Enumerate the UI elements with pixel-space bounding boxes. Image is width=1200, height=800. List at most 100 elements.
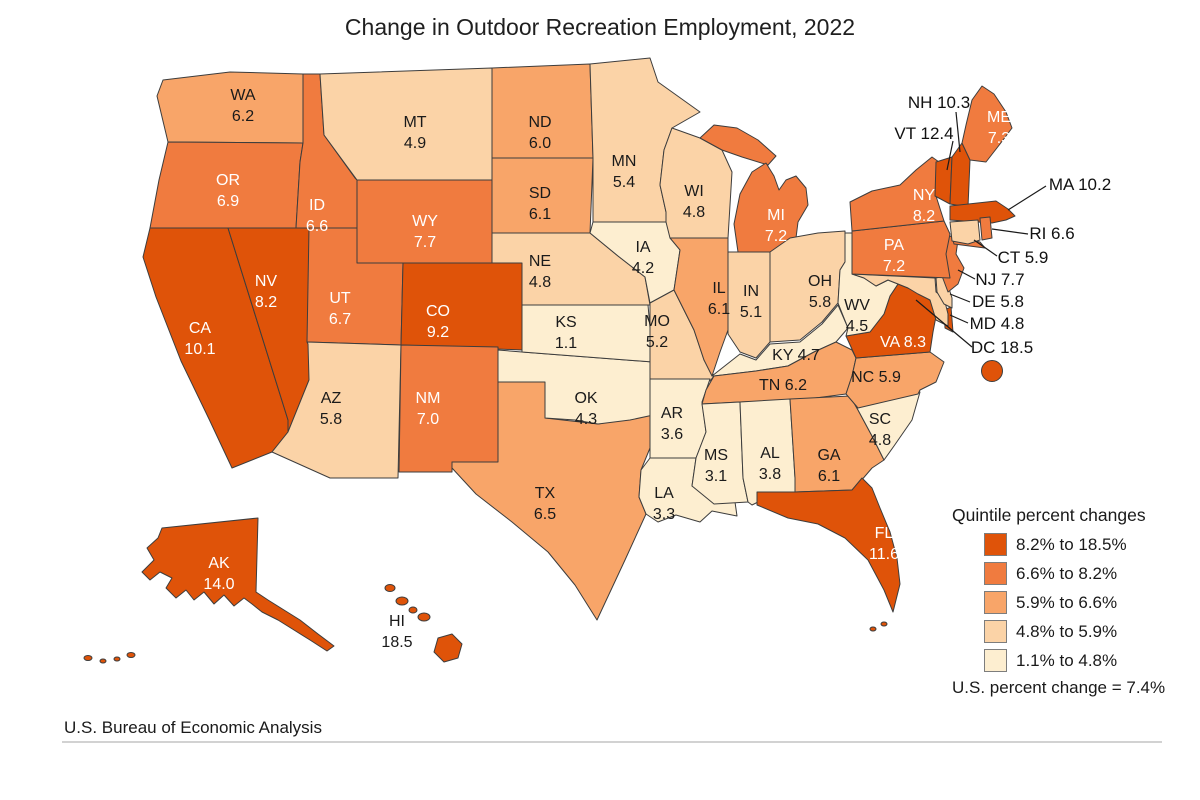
state-value-PA: 7.2 [883,258,905,275]
state-label-IA: IA [635,239,650,256]
state-value-TX: 6.5 [534,506,556,523]
callout-line-MA [1007,185,1047,211]
state-HI-oahu [395,596,409,606]
aleutian-islands-icon [83,655,93,661]
state-label-FL: FL [875,525,894,542]
state-label-HI: HI [389,613,405,630]
callout-label-DC: DC 18.5 [971,338,1033,357]
state-value-SD: 6.1 [529,206,551,223]
callout-label-NJ: NJ 7.7 [975,270,1024,289]
callout-line-CT [973,239,998,257]
state-value-NE: 4.8 [529,274,551,291]
state-label-LA: LA [654,485,674,502]
state-label-NY: NY [913,187,936,204]
state-value-IN: 5.1 [740,304,762,321]
state-HI-molokai [408,606,418,614]
state-label-AZ: AZ [321,390,342,407]
state-label-MO: MO [644,313,670,330]
state-value-AZ: 5.8 [320,411,342,428]
state-value-IA: 4.2 [632,260,654,277]
callout-label-RI: RI 6.6 [1029,224,1074,243]
state-CT [949,219,981,245]
state-label-CO: CO [426,303,450,320]
state-label-VA: VA 8.3 [880,334,926,351]
state-label-AK: AK [208,555,230,572]
state-label-IN: IN [743,283,759,300]
state-label-AR: AR [661,405,683,422]
callout-line-MD [949,314,969,324]
state-NM [398,344,499,473]
state-label-NE: NE [529,253,551,270]
state-value-LA: 3.3 [653,506,675,523]
legend-label-q3: 5.9% to 6.6% [1016,592,1118,612]
state-SC [849,391,921,461]
state-label-ID: ID [309,197,325,214]
legend-row: 4.8% to 5.9% [984,620,1182,643]
legend-label-q5: 1.1% to 4.8% [1016,650,1118,670]
state-value-MN: 5.4 [613,174,635,191]
callout-label-CT: CT 5.9 [998,248,1049,267]
state-value-ME: 7.3 [988,130,1010,147]
state-label-MI: MI [767,207,785,224]
state-label-MT: MT [403,114,426,131]
callout-label-MD: MD 4.8 [970,314,1025,333]
state-AK [141,517,335,652]
state-label-WY: WY [412,213,438,230]
state-label-CA: CA [189,320,212,337]
callout-label-MA: MA 10.2 [1049,175,1111,194]
state-MA [949,200,1016,224]
state-value-OH: 5.8 [809,294,831,311]
state-labels: WA 6.2 OR 6.9 CA 10.1 NV 8.2 ID 6.6 MT 4.9 WY 7.7 UT 6.… [184,87,1111,651]
callout-line-DE [949,293,971,303]
state-label-TN: TN 6.2 [759,377,807,394]
state-label-NM: NM [416,390,441,407]
legend-swatch-q2 [984,562,1007,585]
aleutian-islands-icon [113,656,121,662]
state-label-OK: OK [574,390,597,407]
legend-label-q2: 6.6% to 8.2% [1016,563,1118,583]
state-CO [400,262,523,351]
state-value-ID: 6.6 [306,218,328,235]
state-label-MN: MN [612,153,637,170]
state-label-OR: OR [216,172,240,189]
state-label-ME: ME [987,109,1011,126]
state-label-NV: NV [255,273,278,290]
state-value-GA: 6.1 [818,468,840,485]
callout-line-NH [955,111,961,153]
legend-swatch-q4 [984,620,1007,643]
state-value-AL: 3.8 [759,466,781,483]
attribution: U.S. Bureau of Economic Analysis [64,718,322,737]
state-label-KS: KS [555,314,576,331]
callout-label-VT: VT 12.4 [894,124,953,143]
state-label-ND: ND [528,114,551,131]
state-VT [934,156,953,205]
state-NY [849,156,945,232]
legend-row: 5.9% to 6.6% [984,591,1182,614]
callout-label-DE: DE 5.8 [972,292,1024,311]
state-value-WA: 6.2 [232,108,254,125]
callout-leader-lines [915,111,1047,348]
state-RI [979,216,993,241]
legend-swatch-q3 [984,591,1007,614]
state-value-WY: 7.7 [414,234,436,251]
state-value-MI: 7.2 [765,228,787,245]
state-HI-maui [417,612,431,622]
state-NC [845,351,945,409]
florida-keys-icon [869,626,877,632]
dc-circle [981,360,1003,382]
state-label-TX: TX [535,485,556,502]
state-value-MS: 3.1 [705,468,727,485]
state-value-KS: 1.1 [555,335,577,352]
state-value-IL: 6.1 [708,301,730,318]
state-label-MS: MS [704,447,728,464]
state-label-IL: IL [712,280,725,297]
state-NH [949,142,971,208]
state-HI-kauai [384,584,396,592]
state-value-HI: 18.5 [381,634,412,651]
state-value-SC: 4.8 [869,432,891,449]
callout-line-DC [915,299,973,348]
us-percent-change-note: U.S. percent change = 7.4% [952,678,1166,697]
legend-title: Quintile percent changes [952,505,1146,525]
legend-swatch-q5 [984,649,1007,672]
state-label-KY: KY 4.7 [772,347,820,364]
